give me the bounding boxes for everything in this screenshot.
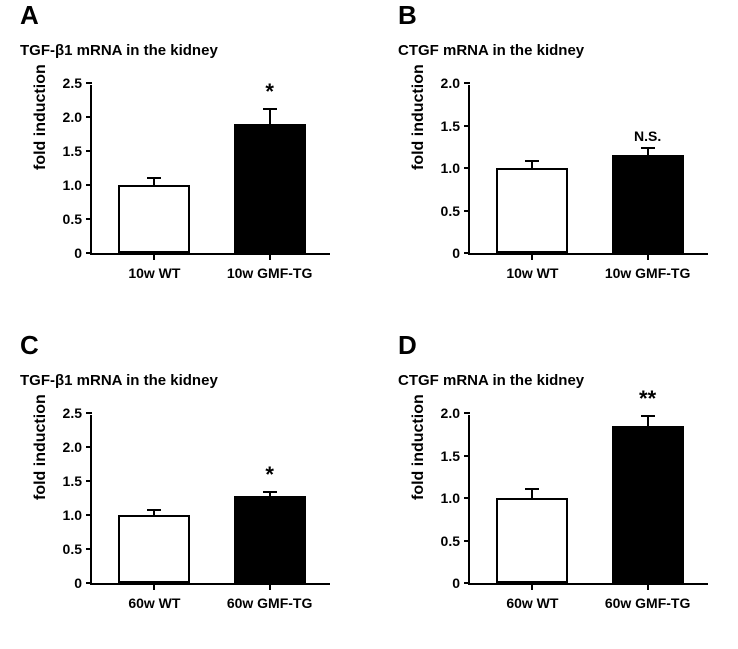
panel-a: A TGF-β1 mRNA in the kidney fold inducti… <box>0 0 360 310</box>
panel-b: B CTGF mRNA in the kidney fold induction… <box>378 0 738 310</box>
bar <box>496 168 568 253</box>
x-tick-label: 10w GMF-TG <box>605 253 691 281</box>
y-tick-label: 2.0 <box>52 109 92 125</box>
bar <box>234 124 306 253</box>
y-tick-label: 0 <box>430 575 470 591</box>
y-tick-label: 2.5 <box>52 405 92 421</box>
x-tick-label: 60w WT <box>506 583 558 611</box>
bar-chart-a: 00.51.01.52.02.510w WT10w GMF-TG* <box>90 85 330 255</box>
y-tick-label: 0.5 <box>52 541 92 557</box>
y-tick-label: 0.5 <box>52 211 92 227</box>
y-tick-label: 0 <box>52 575 92 591</box>
error-bar-cap <box>263 491 277 493</box>
plot-axes-b: 00.51.01.52.010w WT10w GMF-TGN.S. <box>468 85 708 255</box>
error-bar <box>153 178 155 185</box>
significance-label: * <box>265 79 274 105</box>
y-axis-label-b: fold induction <box>410 64 428 170</box>
bar <box>612 426 684 583</box>
panel-title-d: CTGF mRNA in the kidney <box>398 372 584 389</box>
y-tick-label: 0.5 <box>430 533 470 549</box>
y-tick-label: 2.0 <box>430 75 470 91</box>
plot-axes-d: 00.51.01.52.060w WT60w GMF-TG** <box>468 415 708 585</box>
y-tick-label: 1.5 <box>52 473 92 489</box>
y-tick-label: 1.5 <box>430 448 470 464</box>
error-bar <box>269 109 271 124</box>
error-bar <box>647 148 649 156</box>
bar <box>496 498 568 583</box>
y-tick-label: 2.0 <box>52 439 92 455</box>
y-tick-label: 1.0 <box>52 177 92 193</box>
y-tick-label: 0 <box>52 245 92 261</box>
bar <box>234 496 306 583</box>
panel-title-a: TGF-β1 mRNA in the kidney <box>20 42 218 59</box>
bar <box>118 515 190 583</box>
error-bar-cap <box>641 415 655 417</box>
panel-letter-b: B <box>398 0 417 31</box>
y-tick-label: 1.5 <box>52 143 92 159</box>
error-bar <box>647 416 649 425</box>
plot-axes-a: 00.51.01.52.02.510w WT10w GMF-TG* <box>90 85 330 255</box>
plot-axes-c: 00.51.01.52.02.560w WT60w GMF-TG* <box>90 415 330 585</box>
panel-letter-a: A <box>20 0 39 31</box>
x-tick-label: 10w WT <box>506 253 558 281</box>
y-tick-label: 1.0 <box>430 490 470 506</box>
bar-chart-d: 00.51.01.52.060w WT60w GMF-TG** <box>468 415 708 585</box>
y-tick-label: 1.5 <box>430 118 470 134</box>
bar <box>118 185 190 253</box>
panel-d: D CTGF mRNA in the kidney fold induction… <box>378 330 738 640</box>
x-tick-label: 60w WT <box>128 583 180 611</box>
bar <box>612 155 684 253</box>
error-bar-cap <box>147 509 161 511</box>
y-axis-label-a: fold induction <box>32 64 50 170</box>
y-tick-label: 1.0 <box>430 160 470 176</box>
x-tick-label: 10w GMF-TG <box>227 253 313 281</box>
figure: A TGF-β1 mRNA in the kidney fold inducti… <box>0 0 738 649</box>
bar-chart-c: 00.51.01.52.02.560w WT60w GMF-TG* <box>90 415 330 585</box>
y-axis-label-d: fold induction <box>410 394 428 500</box>
significance-label: N.S. <box>634 128 661 144</box>
y-tick-label: 0.5 <box>430 203 470 219</box>
error-bar <box>531 489 533 498</box>
x-tick-label: 60w GMF-TG <box>227 583 313 611</box>
error-bar-cap <box>263 108 277 110</box>
significance-label: * <box>265 462 274 488</box>
y-tick-label: 2.5 <box>52 75 92 91</box>
significance-label: ** <box>639 386 656 412</box>
error-bar-cap <box>525 488 539 490</box>
panel-letter-d: D <box>398 330 417 361</box>
error-bar <box>531 161 533 168</box>
y-tick-label: 1.0 <box>52 507 92 523</box>
panel-c: C TGF-β1 mRNA in the kidney fold inducti… <box>0 330 360 640</box>
panel-title-c: TGF-β1 mRNA in the kidney <box>20 372 218 389</box>
panel-title-b: CTGF mRNA in the kidney <box>398 42 584 59</box>
y-tick-label: 0 <box>430 245 470 261</box>
error-bar-cap <box>147 177 161 179</box>
bar-chart-b: 00.51.01.52.010w WT10w GMF-TGN.S. <box>468 85 708 255</box>
y-axis-label-c: fold induction <box>32 394 50 500</box>
x-tick-label: 60w GMF-TG <box>605 583 691 611</box>
x-tick-label: 10w WT <box>128 253 180 281</box>
y-tick-label: 2.0 <box>430 405 470 421</box>
panel-letter-c: C <box>20 330 39 361</box>
error-bar-cap <box>641 147 655 149</box>
error-bar-cap <box>525 160 539 162</box>
